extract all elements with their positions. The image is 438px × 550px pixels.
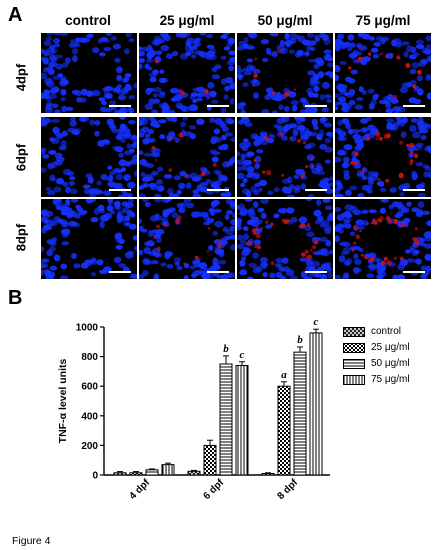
significance-letter: a xyxy=(281,369,287,381)
bar-50 μg/ml-8 dpf xyxy=(293,351,307,476)
row-label-6dpf: 6dpf xyxy=(13,143,29,172)
x-tick-label: 8 dpf xyxy=(275,477,300,502)
micrograph-4dpf-0 xyxy=(41,33,137,113)
micrograph-8dpf-1 xyxy=(139,199,235,279)
row-label-8dpf: 8dpf xyxy=(13,223,29,252)
x-tick-label: 6 dpf xyxy=(201,477,226,502)
bar-control-4 dpf xyxy=(113,472,127,476)
significance-letter: b xyxy=(223,343,229,355)
panel-a-label: A xyxy=(8,4,23,26)
column-label-control: control xyxy=(65,13,111,28)
bar-75 μg/ml-6 dpf xyxy=(235,364,249,476)
y-tick-label: 0 xyxy=(92,471,98,482)
significance-letter: c xyxy=(314,316,319,328)
y-tick-label: 800 xyxy=(81,352,98,363)
legend-swatch-1 xyxy=(343,343,365,353)
y-axis-label: TNF-α level units xyxy=(57,359,69,444)
bar-50 μg/ml-4 dpf xyxy=(145,469,159,476)
y-tick-label: 1000 xyxy=(76,323,99,334)
legend-label-3: 75 μg/ml xyxy=(371,374,410,385)
bar-control-8 dpf xyxy=(261,473,275,476)
figure-caption: Figure 4 xyxy=(12,535,51,547)
micrograph-4dpf-1 xyxy=(139,33,235,113)
y-tick-label: 200 xyxy=(81,441,98,452)
panel-b-label: B xyxy=(8,287,23,309)
bar-25 μg/ml-6 dpf xyxy=(203,444,217,476)
bar-75 μg/ml-8 dpf xyxy=(309,332,323,476)
micrograph-8dpf-2 xyxy=(237,199,333,279)
column-label-25: 25 μg/ml xyxy=(159,13,215,28)
y-tick-label: 600 xyxy=(81,382,98,393)
bar-25 μg/ml-8 dpf xyxy=(277,385,291,476)
column-label-50: 50 μg/ml xyxy=(257,13,313,28)
bar-control-6 dpf xyxy=(187,470,201,476)
y-tick-label: 400 xyxy=(81,411,98,422)
bar-chart: 0 200 400 600 800 1000 TNF-α level units 4 dpf b… xyxy=(57,316,330,502)
micrograph-8dpf-3 xyxy=(335,199,431,279)
bar-75 μg/ml-4 dpf xyxy=(161,464,175,476)
legend-label-0: control xyxy=(371,326,402,337)
legend-swatch-2 xyxy=(343,359,365,369)
micrograph-4dpf-2 xyxy=(237,33,333,113)
bar-25 μg/ml-4 dpf xyxy=(129,472,143,476)
significance-letter: b xyxy=(297,334,303,346)
micrograph-6dpf-0 xyxy=(41,117,137,197)
legend-label-1: 25 μg/ml xyxy=(371,342,410,353)
legend-label-2: 50 μg/ml xyxy=(371,358,410,369)
micrograph-8dpf-0 xyxy=(41,199,137,279)
micrograph-6dpf-1 xyxy=(139,117,235,197)
column-label-75: 75 μg/ml xyxy=(355,13,411,28)
x-tick-label: 4 dpf xyxy=(127,477,152,502)
micrograph-6dpf-3 xyxy=(335,117,431,197)
legend-swatch-3 xyxy=(343,375,365,385)
bar-50 μg/ml-6 dpf xyxy=(219,363,233,476)
row-label-4dpf: 4dpf xyxy=(13,63,29,92)
significance-letter: c xyxy=(240,349,245,361)
legend-swatch-0 xyxy=(343,327,365,337)
micrograph-6dpf-2 xyxy=(237,117,333,197)
micrograph-4dpf-3 xyxy=(335,33,431,113)
